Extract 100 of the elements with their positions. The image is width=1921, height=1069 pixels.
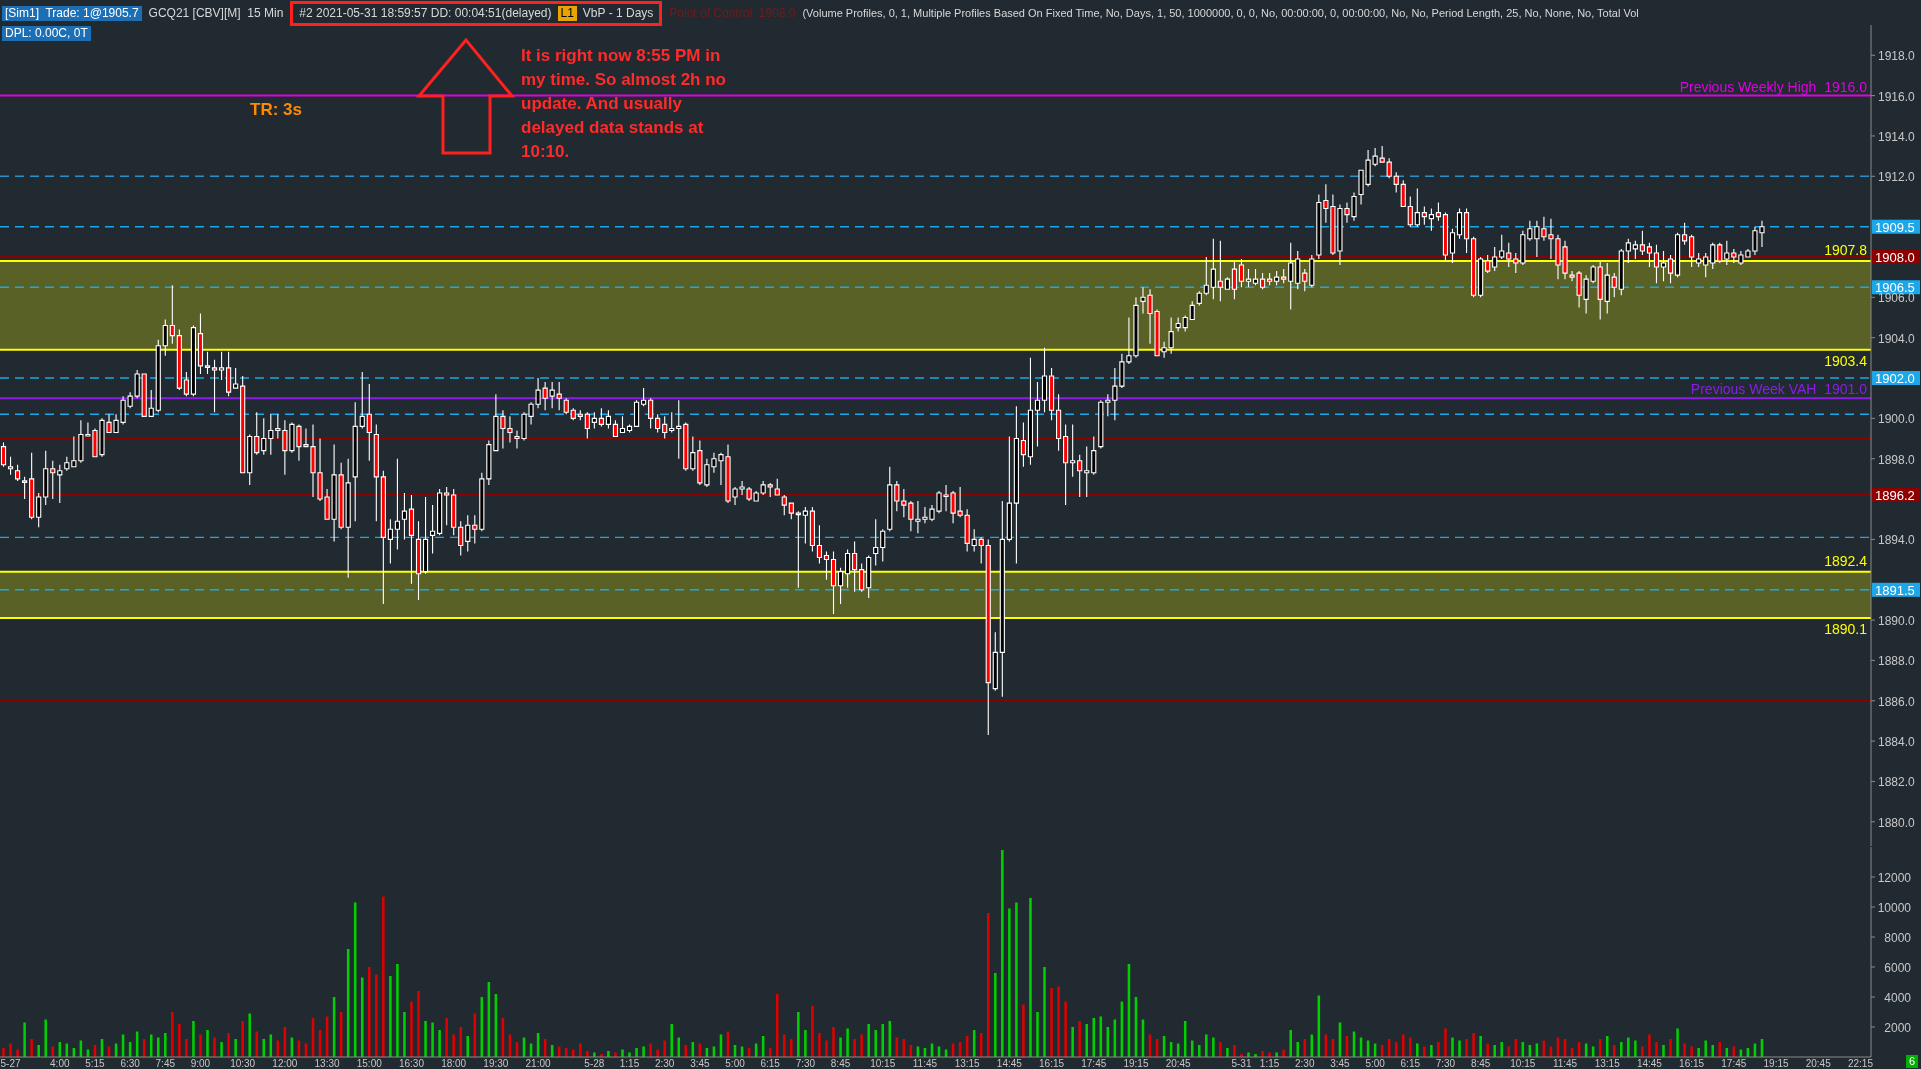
candlestick bbox=[1513, 252, 1519, 274]
candlestick bbox=[176, 329, 182, 391]
bar bbox=[51, 1046, 55, 1057]
candlestick bbox=[155, 339, 161, 413]
bar bbox=[1401, 1034, 1405, 1057]
x-tick-label: 15:00 bbox=[356, 1058, 383, 1069]
y-tick-label: 1888.0 bbox=[1878, 654, 1916, 669]
candlestick bbox=[866, 554, 872, 599]
y-tick-label: 1900.0 bbox=[1878, 412, 1916, 427]
bar bbox=[1479, 1036, 1482, 1057]
candlestick bbox=[14, 464, 21, 482]
bar bbox=[234, 1039, 237, 1057]
candlestick bbox=[1259, 272, 1266, 290]
candlestick bbox=[1084, 446, 1090, 498]
x-tick-label: 13:30 bbox=[314, 1058, 341, 1069]
bar bbox=[1423, 1046, 1426, 1057]
y-tick-label: 1894.0 bbox=[1878, 533, 1916, 548]
bar bbox=[248, 1013, 251, 1057]
ref-line-label: Previous Week VAH 1901.0 bbox=[1690, 381, 1868, 398]
bar bbox=[157, 1037, 160, 1057]
bar bbox=[663, 1040, 666, 1057]
bar bbox=[1212, 1037, 1215, 1057]
candlestick bbox=[1041, 347, 1048, 413]
bar bbox=[241, 1021, 244, 1057]
candlestick bbox=[1020, 421, 1027, 468]
bar bbox=[2, 1048, 5, 1057]
y-tick-label: 12000 bbox=[1877, 871, 1912, 885]
bar bbox=[825, 1040, 828, 1057]
candlestick bbox=[437, 488, 443, 536]
candlestick bbox=[1435, 201, 1442, 222]
bar bbox=[1620, 1042, 1623, 1057]
bar bbox=[621, 1049, 624, 1057]
text: Point of Control: 1908.0 bbox=[669, 6, 796, 21]
bar bbox=[199, 1034, 202, 1057]
candlestick bbox=[978, 536, 984, 565]
candlestick bbox=[148, 389, 154, 417]
bar bbox=[790, 1039, 793, 1057]
candlestick bbox=[844, 548, 851, 589]
x-tick-label: 13:15 bbox=[954, 1058, 981, 1069]
candlestick bbox=[1478, 256, 1484, 298]
candlestick bbox=[795, 510, 801, 589]
bar bbox=[9, 1043, 12, 1057]
candlestick bbox=[1660, 250, 1667, 282]
candlestick bbox=[1077, 454, 1083, 498]
candlestick bbox=[373, 423, 379, 522]
x-tick-label: 3:45 bbox=[1330, 1058, 1351, 1069]
y-tick-label: 1918.0 bbox=[1878, 49, 1916, 64]
x-tick-label: 5-31 bbox=[1231, 1058, 1252, 1069]
x-tick-label: 17:45 bbox=[1081, 1058, 1107, 1069]
bar bbox=[811, 1006, 814, 1057]
candlestick bbox=[22, 476, 28, 500]
candlestick bbox=[633, 399, 640, 427]
text: (Volume Profiles, 0, 1, Multiple Profiles Based On Fixed Time, No, Days, 1, 50, 1000000, 0, 0, No, 00:00:00, 0, 00:00:00, No, No, Period Length, 25, No, None, No, Total Vol bbox=[802, 6, 1639, 21]
bar bbox=[656, 1049, 659, 1057]
ref-line-label: 1907.8 bbox=[1824, 242, 1868, 259]
annotation: TR: 3s bbox=[250, 100, 302, 120]
bar bbox=[1043, 967, 1046, 1057]
candlestick bbox=[50, 460, 56, 500]
ref-line-label: Previous Weekly High 1916.0 bbox=[1679, 78, 1868, 95]
bar bbox=[1001, 850, 1004, 1057]
y-tick-label: 1904.0 bbox=[1878, 331, 1916, 346]
bar bbox=[1226, 1048, 1229, 1057]
candlestick bbox=[1245, 268, 1252, 288]
bar bbox=[37, 1045, 40, 1057]
candlestick bbox=[1175, 316, 1181, 333]
candlestick bbox=[1274, 270, 1280, 286]
candlestick bbox=[268, 413, 274, 456]
ref-line-label: 1902.0 bbox=[1875, 371, 1915, 387]
x-tick-label: 19:15 bbox=[1763, 1058, 1789, 1069]
x-tick-label: 9:00 bbox=[190, 1058, 211, 1069]
candlestick bbox=[1098, 399, 1104, 450]
candlestick bbox=[1063, 423, 1069, 506]
bar bbox=[1078, 1021, 1081, 1057]
bar bbox=[368, 967, 371, 1057]
candlestick bbox=[1639, 230, 1645, 256]
bar bbox=[1437, 1042, 1440, 1057]
x-tick-label: 14:45 bbox=[996, 1058, 1023, 1069]
x-tick-label: 10:30 bbox=[230, 1058, 256, 1069]
bar bbox=[417, 991, 420, 1057]
candlestick bbox=[570, 407, 576, 421]
bar bbox=[1198, 1045, 1201, 1057]
candlestick bbox=[788, 502, 794, 520]
bar bbox=[986, 913, 990, 1057]
bar bbox=[360, 977, 364, 1057]
x-tick-label: 5-28 bbox=[584, 1058, 605, 1069]
candlestick bbox=[1295, 250, 1301, 290]
candlestick bbox=[1091, 435, 1097, 476]
y-tick-label: 1886.0 bbox=[1878, 694, 1916, 709]
candlestick bbox=[352, 401, 358, 522]
bar bbox=[1627, 1037, 1630, 1057]
candlestick bbox=[204, 351, 211, 375]
candlestick bbox=[1203, 256, 1209, 296]
bar bbox=[16, 1049, 19, 1057]
bar bbox=[1085, 1024, 1088, 1057]
candlestick bbox=[1604, 262, 1610, 315]
x-tick-label: 21:00 bbox=[525, 1058, 552, 1069]
candlestick bbox=[1309, 254, 1315, 288]
candlestick bbox=[781, 494, 787, 516]
x-tick-label: 10:15 bbox=[1510, 1058, 1536, 1069]
candlestick bbox=[1070, 423, 1076, 478]
